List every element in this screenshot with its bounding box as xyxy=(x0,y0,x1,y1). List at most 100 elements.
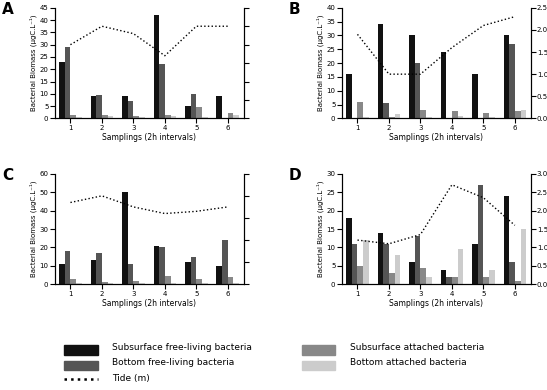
Bar xyxy=(358,266,363,284)
Text: B: B xyxy=(289,2,300,17)
Y-axis label: Bacterial Biomass (μgC.L⁻¹): Bacterial Biomass (μgC.L⁻¹) xyxy=(316,15,324,112)
Bar xyxy=(154,15,159,119)
Bar xyxy=(409,35,415,119)
Bar xyxy=(472,244,478,284)
Bar xyxy=(377,25,383,119)
Bar xyxy=(484,277,489,284)
Y-axis label: Bacterial Biomass (μgC.L⁻¹): Bacterial Biomass (μgC.L⁻¹) xyxy=(29,15,37,112)
Bar xyxy=(165,115,171,119)
Bar xyxy=(185,262,191,284)
Text: A: A xyxy=(2,2,14,17)
Text: Subsurface free-living bacteria: Subsurface free-living bacteria xyxy=(112,342,252,351)
Bar xyxy=(426,277,432,284)
Bar xyxy=(133,116,139,119)
Bar xyxy=(91,261,96,284)
Bar xyxy=(504,35,509,119)
Bar xyxy=(515,281,521,284)
Bar xyxy=(352,244,358,284)
Bar xyxy=(64,361,97,370)
Bar xyxy=(346,218,352,284)
Bar xyxy=(217,96,222,119)
Bar xyxy=(458,116,463,119)
Bar xyxy=(363,240,369,284)
Bar xyxy=(133,281,139,284)
Bar xyxy=(96,253,102,284)
Bar xyxy=(409,262,415,284)
Bar xyxy=(228,277,234,284)
Bar xyxy=(234,115,239,119)
Bar xyxy=(377,233,383,284)
Bar xyxy=(191,94,196,119)
Bar xyxy=(159,248,165,284)
Bar xyxy=(415,236,421,284)
Bar xyxy=(452,112,458,119)
Bar xyxy=(446,277,452,284)
Bar xyxy=(122,192,127,284)
Text: Bottom attached bacteria: Bottom attached bacteria xyxy=(350,358,467,367)
Bar xyxy=(171,117,176,119)
Text: Tide (m): Tide (m) xyxy=(112,374,149,383)
Bar xyxy=(383,103,389,119)
X-axis label: Samplings (2h intervals): Samplings (2h intervals) xyxy=(389,300,483,308)
X-axis label: Samplings (2h intervals): Samplings (2h intervals) xyxy=(389,133,483,142)
Bar xyxy=(394,255,400,284)
Bar xyxy=(509,262,515,284)
Bar xyxy=(154,246,159,284)
Bar xyxy=(122,96,127,119)
Bar xyxy=(228,113,234,119)
Bar xyxy=(102,282,108,284)
Bar xyxy=(64,345,97,355)
Bar xyxy=(185,106,191,119)
Bar xyxy=(489,269,494,284)
Bar xyxy=(426,117,432,119)
Bar xyxy=(202,117,208,119)
Bar xyxy=(96,95,102,119)
Bar xyxy=(394,114,400,119)
Text: D: D xyxy=(289,168,301,183)
Bar xyxy=(415,63,421,119)
Bar xyxy=(59,264,65,284)
Bar xyxy=(484,113,489,119)
Bar xyxy=(165,276,171,284)
Bar xyxy=(358,102,363,119)
Y-axis label: Bacterial Biomass (μgC.L⁻¹): Bacterial Biomass (μgC.L⁻¹) xyxy=(316,181,324,277)
Bar xyxy=(472,74,478,119)
Bar xyxy=(65,251,71,284)
Bar xyxy=(515,112,521,119)
Bar xyxy=(196,279,202,284)
Bar xyxy=(458,249,463,284)
Bar xyxy=(71,115,76,119)
Bar xyxy=(383,244,389,284)
Bar xyxy=(71,279,76,284)
Bar xyxy=(196,107,202,119)
Bar xyxy=(302,361,335,370)
Text: Bottom free-living bacteria: Bottom free-living bacteria xyxy=(112,358,234,367)
Bar xyxy=(504,196,509,284)
Bar xyxy=(509,44,515,119)
Bar xyxy=(489,117,494,119)
Bar xyxy=(421,268,426,284)
Text: Subsurface attached bacteria: Subsurface attached bacteria xyxy=(350,342,484,351)
Bar xyxy=(139,117,145,119)
Bar xyxy=(421,110,426,119)
Bar xyxy=(389,117,394,119)
Bar xyxy=(440,269,446,284)
Bar xyxy=(302,345,335,355)
Bar xyxy=(91,96,96,119)
Bar xyxy=(65,47,71,119)
Bar xyxy=(452,277,458,284)
Bar xyxy=(346,74,352,119)
Bar xyxy=(389,273,394,284)
Bar xyxy=(159,64,165,119)
Bar xyxy=(191,257,196,284)
Bar xyxy=(59,62,65,119)
Text: C: C xyxy=(2,168,13,183)
Bar xyxy=(217,266,222,284)
Bar xyxy=(478,185,484,284)
Y-axis label: Bacterial Biomass (μgC.L⁻¹): Bacterial Biomass (μgC.L⁻¹) xyxy=(29,181,37,277)
Bar xyxy=(127,101,133,119)
Bar xyxy=(108,117,113,119)
Bar xyxy=(521,229,526,284)
Bar xyxy=(521,110,526,119)
X-axis label: Samplings (2h intervals): Samplings (2h intervals) xyxy=(102,133,196,142)
